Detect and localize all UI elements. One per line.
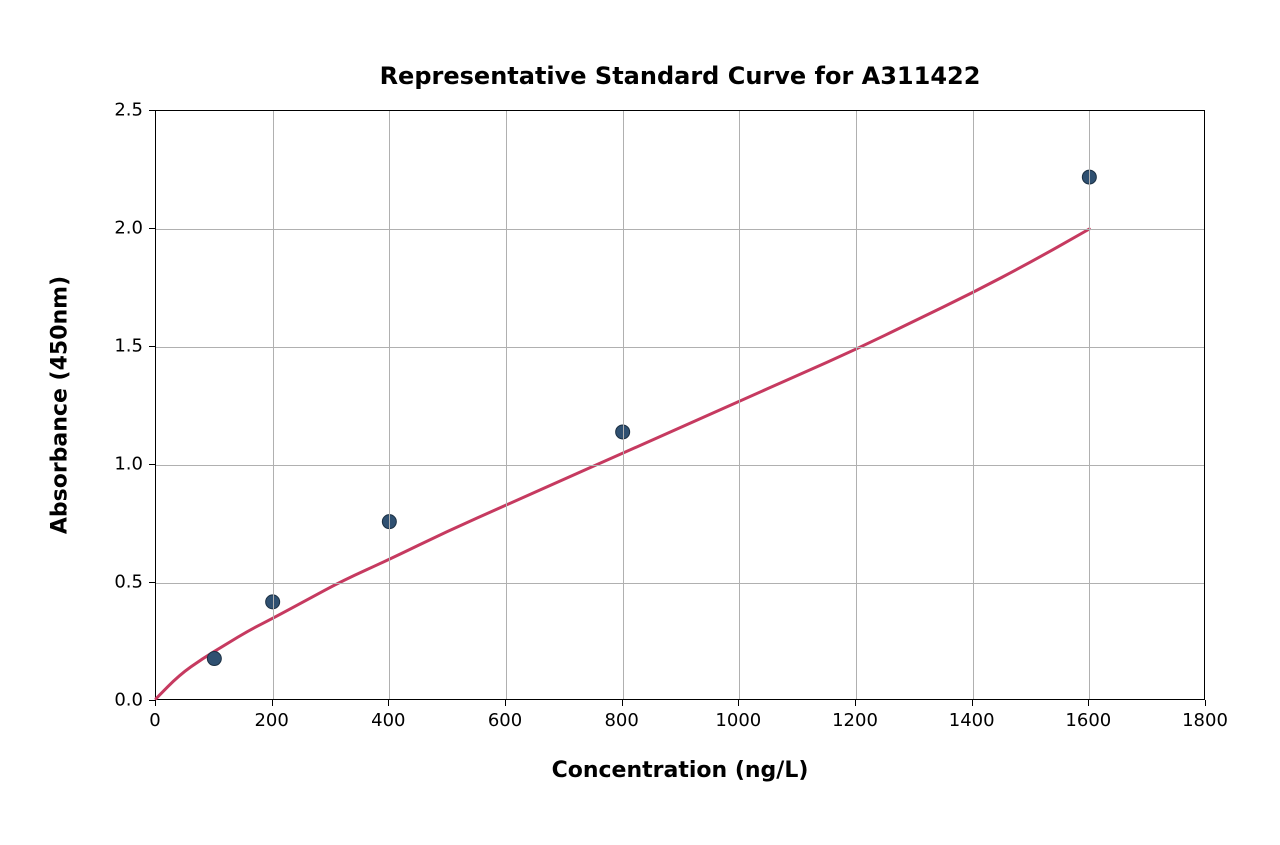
x-tick-label: 800 (604, 710, 638, 731)
y-tick (149, 228, 155, 229)
x-tick-label: 600 (488, 710, 522, 731)
plot-svg (156, 111, 1206, 701)
y-tick-label: 2.5 (114, 100, 143, 121)
x-tick (272, 700, 273, 706)
y-tick-label: 2.0 (114, 218, 143, 239)
grid-line-vertical (623, 111, 624, 699)
x-tick (1088, 700, 1089, 706)
x-tick-label: 200 (254, 710, 288, 731)
x-tick-label: 1800 (1182, 710, 1228, 731)
x-tick-label: 1200 (832, 710, 878, 731)
x-tick (855, 700, 856, 706)
grid-line-vertical (856, 111, 857, 699)
x-tick (972, 700, 973, 706)
x-tick (738, 700, 739, 706)
grid-line-vertical (973, 111, 974, 699)
y-tick-label: 1.5 (114, 336, 143, 357)
chart-title: Representative Standard Curve for A31142… (380, 62, 981, 90)
y-tick (149, 110, 155, 111)
x-tick-label: 1000 (715, 710, 761, 731)
grid-line-horizontal (156, 583, 1204, 584)
grid-line-vertical (389, 111, 390, 699)
grid-line-horizontal (156, 347, 1204, 348)
grid-line-horizontal (156, 465, 1204, 466)
y-tick-label: 0.0 (114, 690, 143, 711)
grid-line-vertical (506, 111, 507, 699)
grid-line-vertical (1089, 111, 1090, 699)
y-axis-label: Absorbance (450nm) (48, 276, 73, 534)
y-tick (149, 582, 155, 583)
x-tick-label: 1400 (949, 710, 995, 731)
x-tick (622, 700, 623, 706)
y-tick (149, 346, 155, 347)
x-tick-label: 1600 (1065, 710, 1111, 731)
grid-line-vertical (739, 111, 740, 699)
x-tick-label: 0 (149, 710, 160, 731)
data-point (207, 652, 221, 666)
grid-line-vertical (273, 111, 274, 699)
y-tick (149, 700, 155, 701)
x-tick (505, 700, 506, 706)
x-tick-label: 400 (371, 710, 405, 731)
y-tick-label: 0.5 (114, 572, 143, 593)
figure: Representative Standard Curve for A31142… (0, 0, 1280, 845)
plot-area (155, 110, 1205, 700)
x-axis-label: Concentration (ng/L) (552, 758, 809, 783)
x-tick (388, 700, 389, 706)
y-tick-label: 1.0 (114, 454, 143, 475)
x-tick (155, 700, 156, 706)
y-tick (149, 464, 155, 465)
grid-line-horizontal (156, 229, 1204, 230)
x-tick (1205, 700, 1206, 706)
